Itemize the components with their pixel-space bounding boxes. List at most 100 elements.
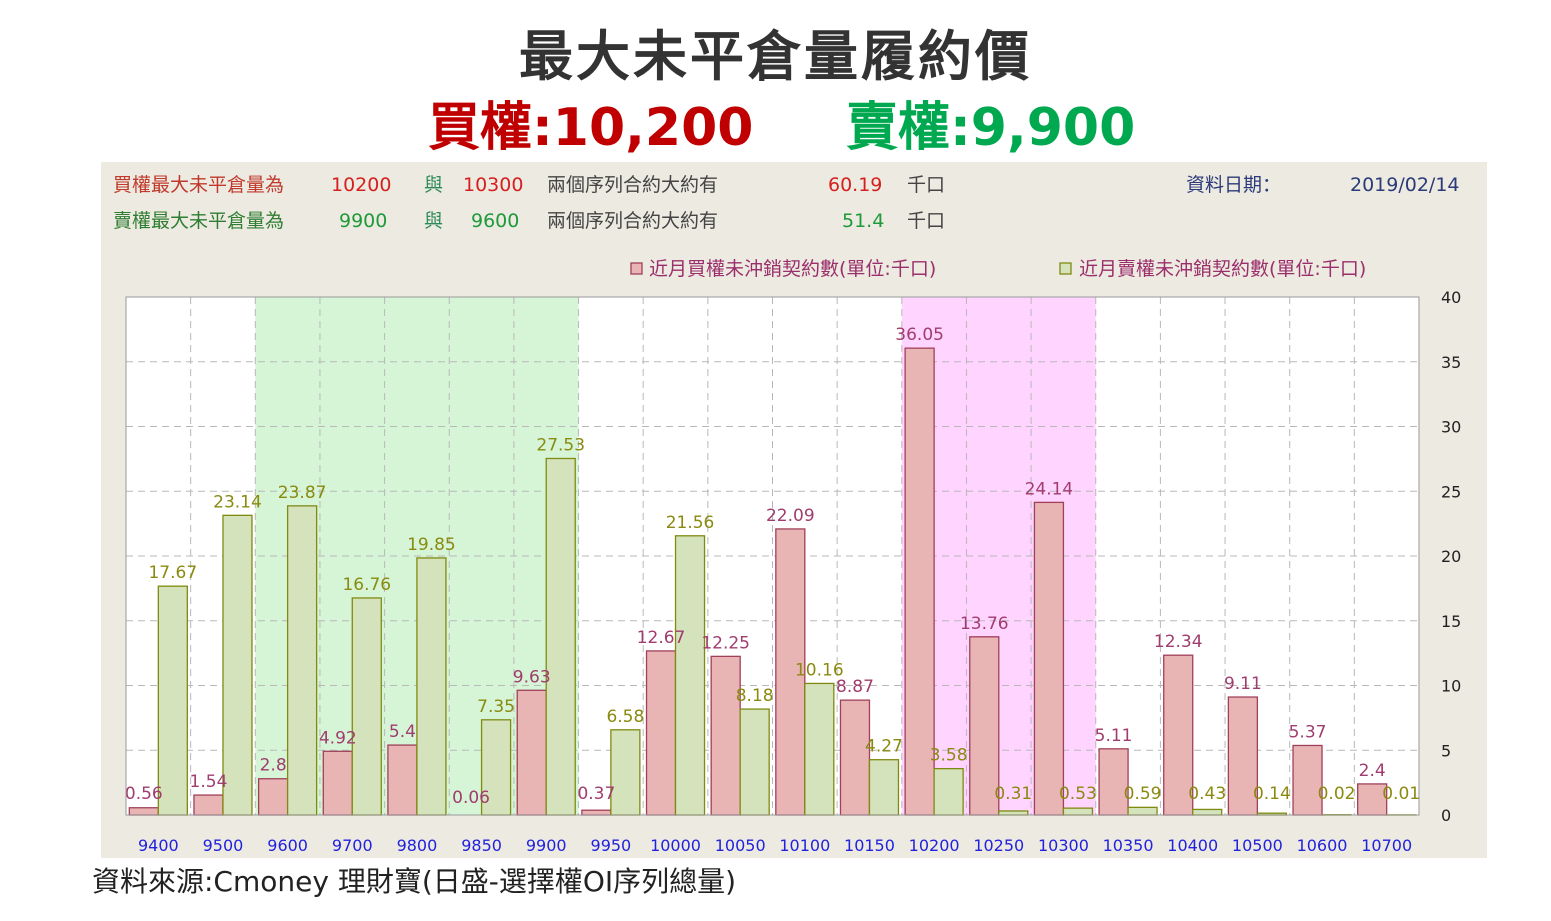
y-tick-label: 5 [1441, 741, 1451, 760]
call-value-label-10050: 12.25 [701, 633, 750, 653]
put-bar-10250 [998, 810, 1029, 816]
put-value-label-9850: 7.35 [477, 697, 515, 717]
put-strike-2: 9600 [471, 210, 520, 232]
put-value-label-9600: 23.87 [278, 483, 327, 503]
put-bar-10150 [868, 759, 900, 816]
y-tick-label: 0 [1441, 806, 1451, 825]
x-tick-label: 9850 [461, 836, 502, 855]
call-bar-10300 [1033, 501, 1065, 816]
put-value-label-10350: 0.59 [1124, 784, 1162, 804]
call-value-label-9400: 0.56 [125, 784, 163, 804]
x-tick-label: 9500 [203, 836, 244, 855]
put-bar-9950 [610, 729, 641, 816]
call-bar-10200 [904, 347, 935, 816]
put-bar-9800 [416, 557, 447, 816]
call-bar-9400 [128, 807, 159, 816]
x-tick-label: 10150 [844, 836, 895, 855]
x-tick-label: 9950 [591, 836, 632, 855]
put-bar-9900 [545, 457, 576, 816]
call-bar-9800 [387, 744, 418, 816]
call-conj: 與 [424, 174, 444, 196]
call-bar-9700 [322, 750, 353, 816]
put-value-label-9400: 17.67 [148, 563, 197, 583]
call-value-label-9800: 5.4 [389, 722, 416, 742]
x-tick-label: 10250 [973, 836, 1024, 855]
extra-value-label-9850: 0.06 [452, 788, 490, 808]
call-info-amount: 60.19 [828, 174, 883, 196]
put-bar-10000 [674, 535, 706, 816]
x-tick-label: 10300 [1038, 836, 1089, 855]
call-value-label-10500: 9.11 [1224, 674, 1262, 694]
put-value-label-10300: 0.53 [1059, 784, 1097, 804]
x-tick-label: 9400 [138, 836, 179, 855]
call-value-label-10400: 12.34 [1154, 632, 1203, 652]
put-bar-9500 [222, 514, 253, 816]
call-max-strike: 買權:10,200 [428, 98, 754, 158]
put-value-label-9900: 27.53 [536, 435, 585, 455]
x-tick-label: 10050 [715, 836, 766, 855]
max-oi-summary: 買權:10,200 賣權:9,900 [0, 96, 1551, 160]
put-bar-9600 [286, 505, 318, 816]
call-value-label-10350: 5.11 [1095, 726, 1133, 746]
put-bar-9700 [351, 597, 382, 816]
date-value: 2019/02/14 [1350, 174, 1460, 196]
call-strike-2: 10300 [463, 174, 524, 196]
put-value-label-9800: 19.85 [407, 535, 456, 555]
put-value-label-9950: 6.58 [606, 707, 644, 727]
put-bar-10300 [1062, 807, 1094, 816]
call-strike-1: 10200 [331, 174, 392, 196]
y-tick-label: 30 [1441, 418, 1461, 437]
y-tick-label: 40 [1441, 288, 1461, 307]
call-value-label-10150: 8.87 [836, 677, 874, 697]
call-info-desc: 兩個序列合約大約有 [547, 174, 719, 196]
put-bar-10350 [1127, 806, 1158, 816]
put-value-label-9700: 16.76 [342, 575, 391, 595]
legend-put-swatch [1059, 262, 1072, 275]
x-tick-label: 9900 [526, 836, 567, 855]
call-bar-10150 [839, 699, 871, 816]
put-max-strike: 賣權:9,900 [846, 98, 1136, 158]
call-value-label-10300: 24.14 [1025, 479, 1074, 499]
call-bar-9600 [257, 778, 289, 816]
put-value-label-10000: 21.56 [666, 513, 715, 533]
call-value-label-10000: 12.67 [637, 628, 686, 648]
put-bar-10050 [739, 708, 770, 816]
put-info-amount: 51.4 [842, 210, 885, 232]
x-tick-label: 10400 [1167, 836, 1218, 855]
call-value-label-9500: 1.54 [190, 772, 228, 792]
x-tick-label: 9600 [267, 836, 308, 855]
x-tick-label: 10350 [1103, 836, 1154, 855]
x-tick-label: 10500 [1232, 836, 1283, 855]
call-bar-10700 [1357, 783, 1388, 816]
put-info-label: 賣權最大未平倉量為 [113, 210, 285, 232]
call-value-label-9700: 4.92 [319, 728, 357, 748]
put-value-label-10100: 10.16 [795, 660, 844, 680]
y-tick-label: 25 [1441, 482, 1461, 501]
put-bar-9400 [157, 585, 188, 816]
chart-title: 最大未平倉量履約價 [519, 25, 1032, 88]
call-info-label: 買權最大未平倉量為 [113, 174, 285, 196]
call-bar-10500 [1227, 696, 1259, 816]
call-value-label-10100: 22.09 [766, 506, 815, 526]
put-value-label-10200: 3.58 [930, 746, 968, 766]
legend-call-label: 近月買權未沖銷契約數(單位:千口) [649, 258, 936, 280]
put-bar-10100 [804, 682, 835, 816]
call-bar-10400 [1163, 654, 1194, 816]
put-value-label-10050: 8.18 [736, 686, 774, 706]
put-bar-9850 [480, 719, 512, 816]
put-value-label-10600: 0.02 [1318, 784, 1356, 804]
y-tick-label: 15 [1441, 612, 1461, 631]
put-info-unit: 千口 [907, 210, 946, 232]
put-bar-10400 [1192, 808, 1223, 816]
call-bar-9900 [516, 689, 547, 816]
call-value-label-10600: 5.37 [1289, 722, 1327, 742]
put-strike-1: 9900 [339, 210, 388, 232]
source-footer: 資料來源:Cmoney 理財寶(日盛-選擇權OI序列總量) [92, 865, 737, 898]
x-tick-label: 10100 [779, 836, 830, 855]
x-tick-label: 10600 [1297, 836, 1348, 855]
call-value-label-10700: 2.4 [1359, 761, 1386, 781]
x-tick-label: 9800 [397, 836, 438, 855]
call-bar-10600 [1292, 744, 1323, 816]
bar-chart: 0.56 17.67 1.54 23.14 2.8 23.87 4.92 16.76 5.4 19… [125, 258, 1461, 855]
chart-panel: 買權最大未平倉量為 10200 與 10300 兩個序列合約大約有 60.19 … [101, 162, 1487, 858]
